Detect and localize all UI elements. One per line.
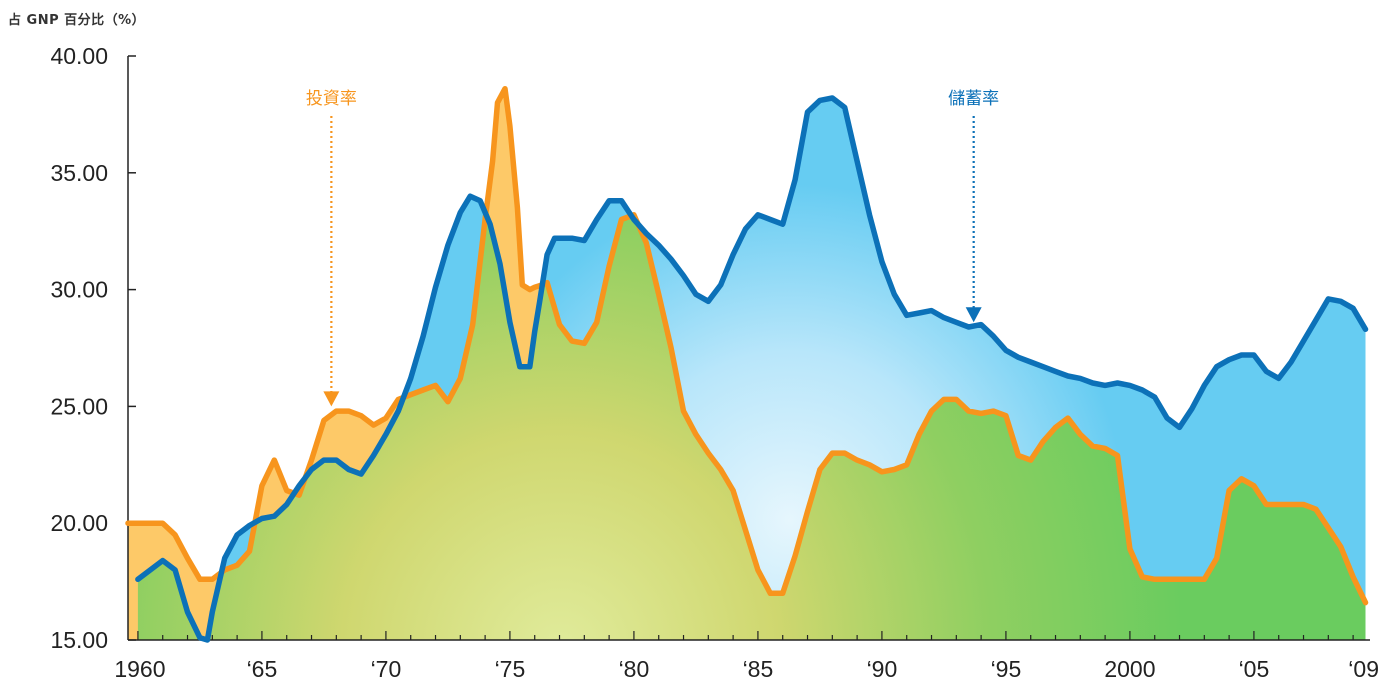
x-tick-label: ‘90 [867, 656, 898, 682]
investment-arrowhead [323, 391, 340, 407]
savings-arrowhead [965, 307, 982, 323]
y-tick-label: 25.00 [50, 393, 108, 419]
x-tick-label: ‘95 [991, 656, 1022, 682]
area-layer [128, 88, 1366, 640]
axes: 15.00 20.00 25.00 30.00 35.00 40.00 1960 ‘65 ‘70… [50, 43, 1379, 682]
savings-annotation-label: 儲蓄率 [948, 89, 999, 109]
y-tick-label: 30.00 [50, 277, 108, 303]
x-tick-label: ‘09 [1348, 656, 1379, 682]
annotations: 投資率 儲蓄率 [306, 89, 999, 407]
y-tick-label: 20.00 [50, 510, 108, 536]
x-tick-label: ‘85 [743, 656, 774, 682]
x-tick-label: ‘05 [1239, 656, 1270, 682]
x-tick-label: 1960 [114, 656, 165, 682]
x-tick-label: ‘75 [495, 656, 526, 682]
x-tick-label: ‘70 [371, 656, 402, 682]
savings-line [135, 95, 1369, 643]
y-tick-label: 15.00 [50, 627, 108, 653]
investment-line [125, 85, 1369, 606]
investment-annotation-label: 投資率 [306, 89, 357, 109]
x-tick-label: 2000 [1104, 656, 1155, 682]
x-tick-label: ‘80 [619, 656, 650, 682]
x-tick-label: ‘65 [247, 656, 278, 682]
y-axis-unit-label: 占 GNP 百分比（%） [8, 13, 146, 28]
y-tick-label: 40.00 [50, 43, 108, 69]
y-tick-label: 35.00 [50, 160, 108, 186]
